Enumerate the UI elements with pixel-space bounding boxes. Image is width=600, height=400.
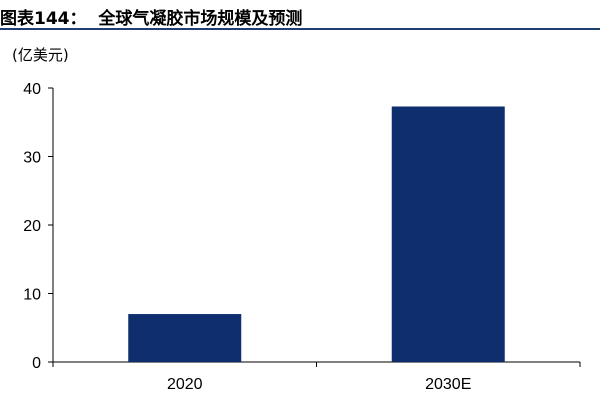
- y-tick-label: 30: [23, 150, 41, 167]
- bar-2030E: [391, 106, 505, 363]
- x-category-label: 2030E: [425, 376, 471, 393]
- x-category-labels: 2020 2030E: [167, 376, 471, 393]
- x-category-label: 2020: [167, 376, 203, 393]
- y-tick-label: 10: [23, 287, 41, 304]
- y-tick-label: 20: [23, 218, 41, 235]
- title-bar: 图表144： 全球气凝胶市场规模及预测: [0, 0, 600, 30]
- y-tick-label: 40: [23, 81, 41, 98]
- bar-series: [128, 106, 505, 363]
- y-tick-label: 0: [32, 355, 41, 372]
- page-title: 图表144： 全球气凝胶市场规模及预测: [0, 9, 303, 29]
- bar-2020: [128, 314, 242, 362]
- y-tick-labels: 0 10 20 30 40: [23, 81, 41, 372]
- y-unit-label: (亿美元): [12, 46, 69, 64]
